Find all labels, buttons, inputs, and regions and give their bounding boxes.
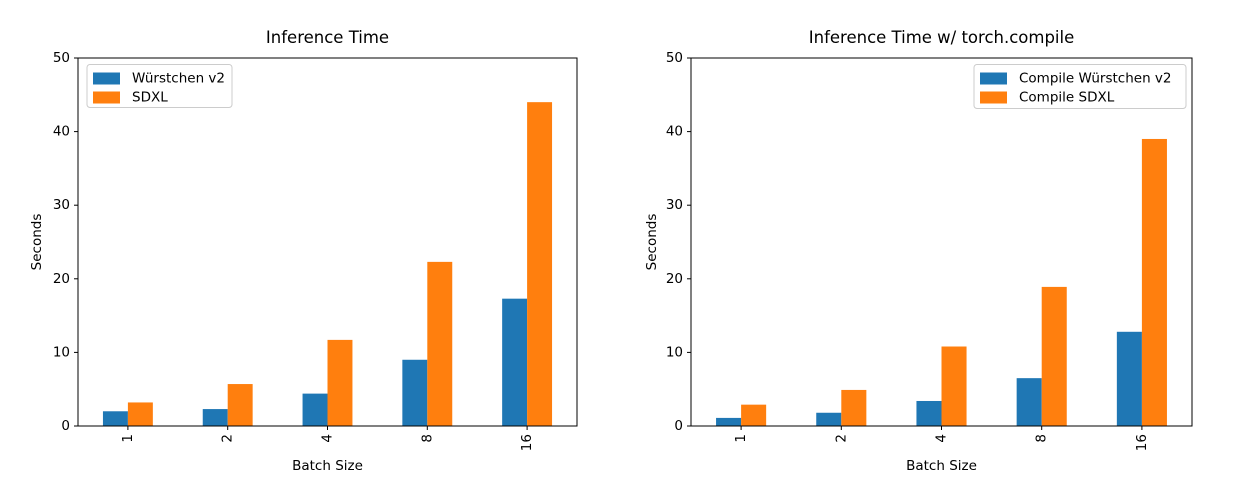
x-tick-label: 1 xyxy=(733,434,749,443)
legend-label-0: Compile Würstchen v2 xyxy=(1019,71,1172,87)
y-tick-label: 40 xyxy=(53,124,70,140)
y-tick-label: 30 xyxy=(666,197,683,213)
bar-chart0-series0-batch8 xyxy=(402,359,428,426)
bar-chart1-series0-batch16 xyxy=(1116,331,1142,426)
right-xaxis-label: Batch Size xyxy=(906,458,977,474)
legend-box xyxy=(973,64,1187,109)
bar-chart0-series0-batch16 xyxy=(502,298,528,426)
bar-chart0-series1-batch1 xyxy=(127,402,153,426)
y-tick-label: 10 xyxy=(53,344,70,360)
y-tick-label: 30 xyxy=(53,197,70,213)
legend-swatch-0 xyxy=(93,72,120,85)
x-tick-label: 8 xyxy=(1034,434,1050,443)
bar-chart0-series1-batch4 xyxy=(327,339,353,426)
x-tick-label: 4 xyxy=(320,434,336,443)
bar-chart1-series0-batch2 xyxy=(816,412,842,426)
bar-chart0-series1-batch16 xyxy=(527,102,553,426)
legend-swatch-0 xyxy=(980,72,1007,85)
bar-chart0-series0-batch1 xyxy=(102,411,128,426)
bar-chart0-series0-batch2 xyxy=(202,409,228,426)
bar-chart1-series0-batch4 xyxy=(916,400,942,426)
legend-swatch-1 xyxy=(93,91,120,104)
bar-chart1-series1-batch4 xyxy=(941,346,967,426)
legend-label-0: Würstchen v2 xyxy=(132,71,225,87)
x-tick-label: 2 xyxy=(833,434,849,443)
y-tick-label: 20 xyxy=(666,271,683,287)
legend-label-1: SDXL xyxy=(132,90,168,106)
y-tick-label: 20 xyxy=(53,271,70,287)
y-tick-label: 40 xyxy=(666,124,683,140)
legend-swatch-1 xyxy=(980,91,1007,104)
bar-chart1-series0-batch1 xyxy=(716,417,742,426)
x-tick-label: 1 xyxy=(120,434,136,443)
x-tick-label: 4 xyxy=(934,434,950,443)
x-tick-label: 16 xyxy=(519,434,535,451)
y-tick-label: 50 xyxy=(666,50,683,66)
left-xaxis-label: Batch Size xyxy=(292,458,363,474)
right-chart-title: Inference Time w/ torch.compile xyxy=(808,28,1075,47)
bar-chart1-series1-batch1 xyxy=(741,404,767,426)
bar-chart1-series0-batch8 xyxy=(1016,378,1042,426)
x-tick-label: 8 xyxy=(419,434,435,443)
y-tick-label: 0 xyxy=(674,418,683,434)
legend-box xyxy=(86,64,233,108)
bar-chart1-series1-batch16 xyxy=(1141,138,1167,426)
bar-chart0-series1-batch8 xyxy=(427,261,453,426)
x-tick-label: 2 xyxy=(220,434,236,443)
bar-chart0-series1-batch2 xyxy=(227,384,253,426)
y-tick-label: 0 xyxy=(61,418,70,434)
left-yaxis-label: Seconds xyxy=(29,213,45,271)
right-yaxis-label: Seconds xyxy=(644,213,660,271)
left-chart-title: Inference Time xyxy=(265,28,390,47)
bar-chart0-series0-batch4 xyxy=(302,393,328,426)
x-tick-label: 16 xyxy=(1134,434,1150,451)
bar-chart1-series1-batch8 xyxy=(1041,286,1067,426)
y-tick-label: 50 xyxy=(53,50,70,66)
bar-chart1-series1-batch2 xyxy=(841,389,867,426)
legend-label-1: Compile SDXL xyxy=(1019,90,1115,106)
y-tick-label: 10 xyxy=(666,344,683,360)
